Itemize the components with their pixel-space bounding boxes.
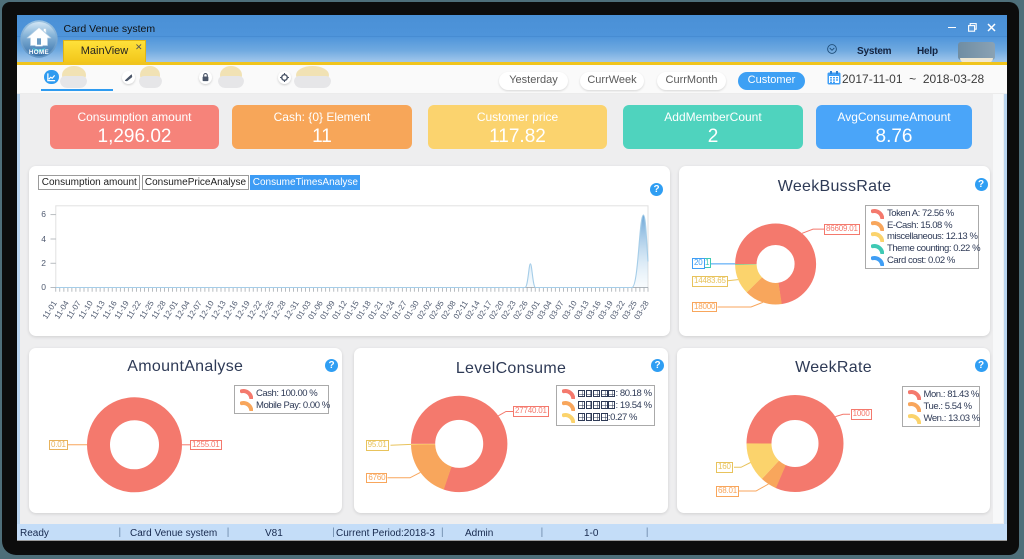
svg-text:HOME: HOME [29,49,49,56]
